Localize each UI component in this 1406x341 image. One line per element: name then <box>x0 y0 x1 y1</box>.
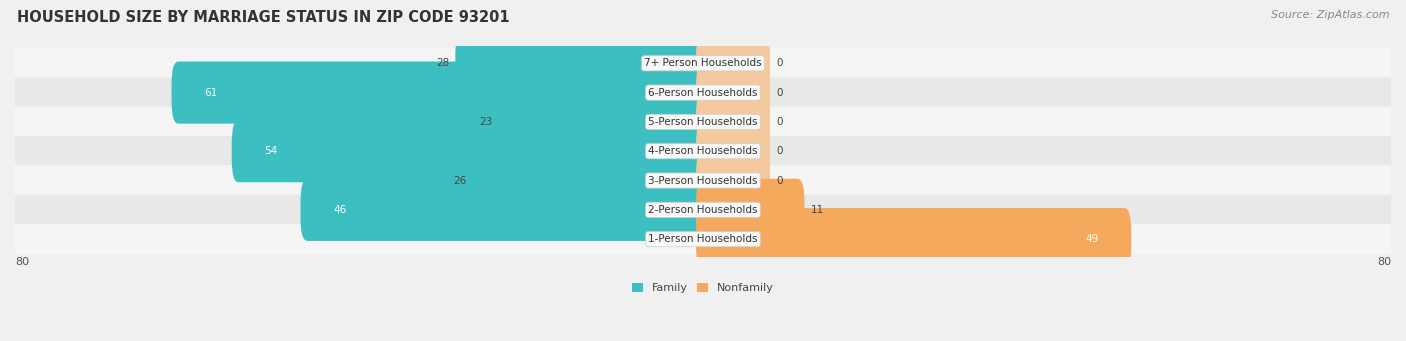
Text: 28: 28 <box>436 58 450 68</box>
FancyBboxPatch shape <box>15 48 1391 78</box>
FancyBboxPatch shape <box>696 61 770 124</box>
Text: 0: 0 <box>776 88 783 98</box>
Text: 2-Person Households: 2-Person Households <box>648 205 758 215</box>
FancyBboxPatch shape <box>15 77 1391 108</box>
FancyBboxPatch shape <box>696 120 770 182</box>
Text: 54: 54 <box>264 146 277 156</box>
FancyBboxPatch shape <box>498 91 710 153</box>
FancyBboxPatch shape <box>696 179 804 241</box>
Text: Source: ZipAtlas.com: Source: ZipAtlas.com <box>1271 10 1389 20</box>
Text: HOUSEHOLD SIZE BY MARRIAGE STATUS IN ZIP CODE 93201: HOUSEHOLD SIZE BY MARRIAGE STATUS IN ZIP… <box>17 10 509 25</box>
Text: 4-Person Households: 4-Person Households <box>648 146 758 156</box>
Legend: Family, Nonfamily: Family, Nonfamily <box>627 279 779 298</box>
Text: 61: 61 <box>204 88 218 98</box>
Text: 0: 0 <box>776 176 783 186</box>
FancyBboxPatch shape <box>15 224 1391 254</box>
FancyBboxPatch shape <box>172 61 710 124</box>
FancyBboxPatch shape <box>301 179 710 241</box>
Text: 0: 0 <box>776 146 783 156</box>
FancyBboxPatch shape <box>15 136 1391 166</box>
FancyBboxPatch shape <box>696 91 770 153</box>
Text: 5-Person Households: 5-Person Households <box>648 117 758 127</box>
Text: 46: 46 <box>333 205 346 215</box>
FancyBboxPatch shape <box>232 120 710 182</box>
FancyBboxPatch shape <box>456 32 710 94</box>
Text: 0: 0 <box>776 58 783 68</box>
Text: 80: 80 <box>1376 257 1391 267</box>
FancyBboxPatch shape <box>15 165 1391 196</box>
Text: 7+ Person Households: 7+ Person Households <box>644 58 762 68</box>
Text: 1-Person Households: 1-Person Households <box>648 234 758 244</box>
Text: 0: 0 <box>776 117 783 127</box>
FancyBboxPatch shape <box>696 32 770 94</box>
FancyBboxPatch shape <box>15 107 1391 137</box>
Text: 11: 11 <box>810 205 824 215</box>
Text: 6-Person Households: 6-Person Households <box>648 88 758 98</box>
FancyBboxPatch shape <box>472 149 710 212</box>
FancyBboxPatch shape <box>696 149 770 212</box>
Text: 26: 26 <box>453 176 467 186</box>
FancyBboxPatch shape <box>15 195 1391 225</box>
Text: 49: 49 <box>1085 234 1098 244</box>
Text: 80: 80 <box>15 257 30 267</box>
FancyBboxPatch shape <box>696 208 1132 270</box>
Text: 3-Person Households: 3-Person Households <box>648 176 758 186</box>
Text: 23: 23 <box>479 117 492 127</box>
